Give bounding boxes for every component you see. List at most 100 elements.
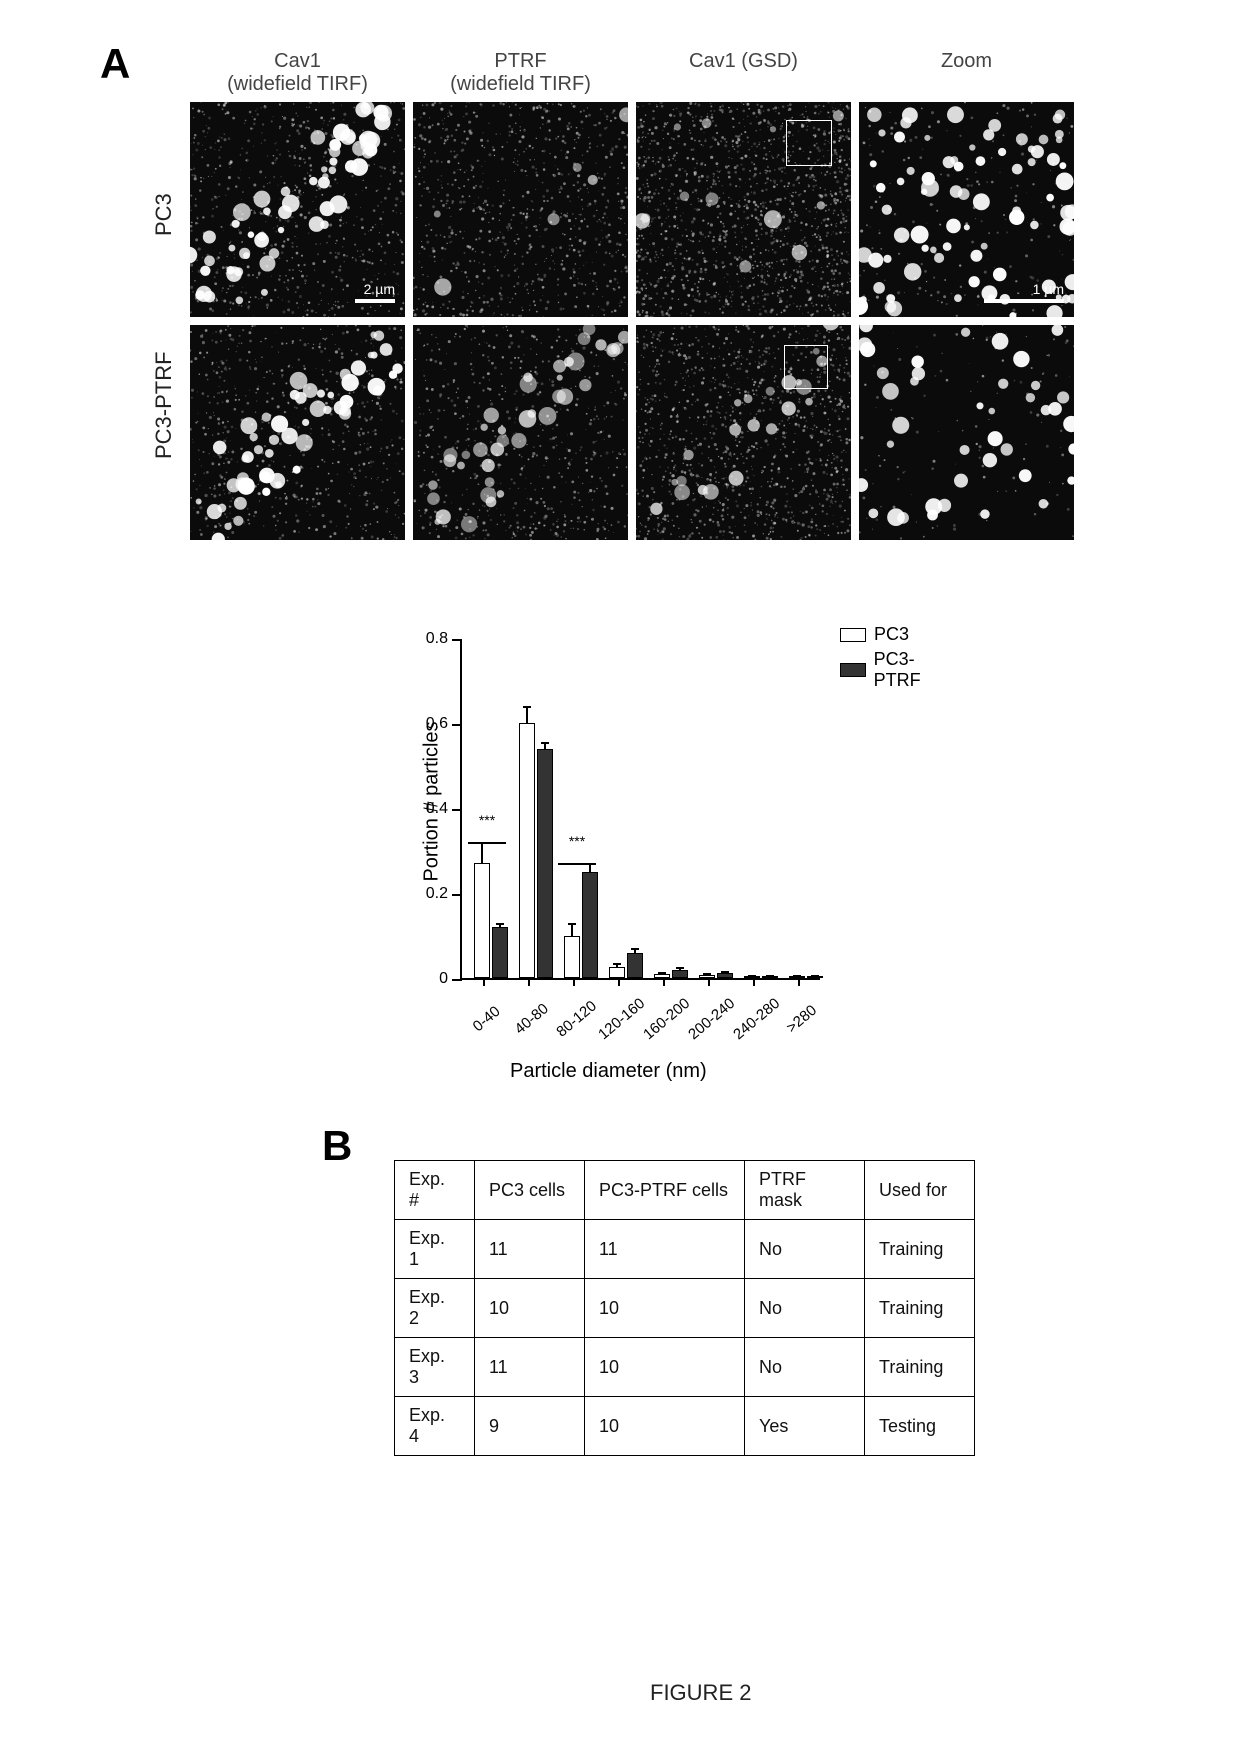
table-cell: 9 [475,1397,585,1456]
table-cell: Training [865,1220,975,1279]
chart-plot-area: 00.20.40.60.80-4040-8080-120120-160160-2… [460,640,820,980]
microscopy-image: 1 µm [859,102,1074,317]
grid-col-header: Cav1 (GSD) [636,50,851,96]
y-tick-label: 0 [408,970,448,988]
legend-item: PC3-PTRF [840,649,960,691]
error-bar [526,707,528,724]
error-bar [481,843,483,864]
error-cap [766,975,774,977]
particle-diameter-chart: Portion # particles 00.20.40.60.80-4040-… [400,620,960,1100]
legend-label: PC3 [874,624,909,645]
y-tick [452,894,462,896]
bar-group [558,872,603,978]
legend-swatch [840,628,866,642]
microscopy-grid: Cav1(widefield TIRF)PTRF(widefield TIRF)… [190,50,1074,548]
table-cell: Training [865,1279,975,1338]
chart-legend: PC3 PC3-PTRF [840,624,960,695]
table-cell: Yes [745,1397,865,1456]
bar-group [648,970,693,979]
bar [474,863,490,978]
microscopy-image [636,102,851,317]
legend-label: PC3-PTRF [874,649,960,691]
table-row: Exp. 31110NoTraining [395,1338,975,1397]
error-cap [748,975,756,977]
error-cap [613,963,621,965]
table-cell: 10 [585,1397,745,1456]
bar-group [783,976,828,978]
roi-box [786,120,832,166]
bar [807,976,823,978]
x-tick [573,978,575,986]
table-header-cell: Used for [865,1161,975,1220]
microscopy-image [636,325,851,540]
table-cell: Testing [865,1397,975,1456]
bar-group [468,863,513,978]
x-tick [753,978,755,986]
grid-col-header: Cav1(widefield TIRF) [190,50,405,96]
bar [699,975,715,978]
table-row: Exp. 4910YesTesting [395,1397,975,1456]
error-cap [676,967,684,969]
grid-row-label: PC3 [151,208,177,236]
figure-caption: FIGURE 2 [650,1680,751,1706]
bar [717,973,733,978]
bar [744,976,760,978]
table-cell: 11 [475,1220,585,1279]
error-cap [811,975,819,977]
scale-bar [355,299,395,303]
table-header-cell: PTRF mask [745,1161,865,1220]
x-tick [663,978,665,986]
grid-col-header: PTRF(widefield TIRF) [413,50,628,96]
table-cell: 10 [585,1338,745,1397]
microscopy-image [413,325,628,540]
grid-col-headers: Cav1(widefield TIRF)PTRF(widefield TIRF)… [190,50,1074,102]
table-cell: No [745,1338,865,1397]
bar-group [513,723,558,978]
table-row: Exp. 11111NoTraining [395,1220,975,1279]
error-cap [496,923,504,925]
legend-item: PC3 [840,624,960,645]
bar [564,936,580,979]
error-cap [658,972,666,974]
bar-group [603,953,648,979]
panel-label-b: B [322,1122,352,1170]
bar [582,872,598,978]
error-cap [793,975,801,977]
bar [492,927,508,978]
y-tick [452,979,462,981]
y-tick-label: 0.8 [408,630,448,648]
scale-bar [984,299,1064,303]
scale-bar-label: 1 µm [1033,281,1064,297]
bar-group [738,976,783,978]
error-cap [703,973,711,975]
x-tick [798,978,800,986]
table-cell: No [745,1220,865,1279]
error-cap [721,971,729,973]
error-cap [631,948,639,950]
table-header-cell: PC3-PTRF cells [585,1161,745,1220]
table-cell: Training [865,1338,975,1397]
table-cell: 10 [585,1279,745,1338]
microscopy-image [413,102,628,317]
bar [789,976,805,978]
y-tick-label: 0.4 [408,800,448,818]
experiments-table-wrap: Exp. #PC3 cellsPC3-PTRF cellsPTRF maskUs… [394,1160,975,1456]
error-bar [571,924,573,937]
bar [537,749,553,979]
table-cell: Exp. 1 [395,1220,475,1279]
table-cell: Exp. 3 [395,1338,475,1397]
experiments-table: Exp. #PC3 cellsPC3-PTRF cellsPTRF maskUs… [394,1160,975,1456]
y-tick [452,809,462,811]
table-cell: Exp. 2 [395,1279,475,1338]
microscopy-image: 2 µm [190,102,405,317]
bar [762,976,778,978]
significance-marker: *** [468,812,506,844]
table-cell: No [745,1279,865,1338]
error-bar [589,864,591,873]
bar [627,953,643,979]
microscopy-image [190,325,405,540]
panel-label-a: A [100,40,130,88]
table-header-cell: Exp. # [395,1161,475,1220]
table-cell: 10 [475,1279,585,1338]
microscopy-image [859,325,1074,540]
